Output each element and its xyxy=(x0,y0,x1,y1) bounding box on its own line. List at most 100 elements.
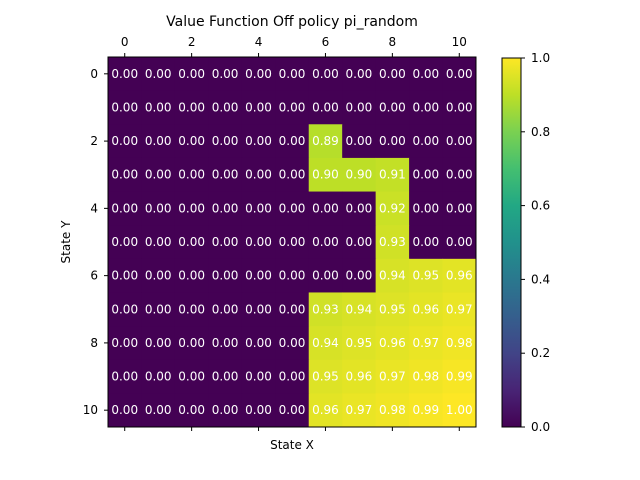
heatmap-cell xyxy=(241,57,276,92)
heatmap-cell xyxy=(342,292,377,327)
heatmap-cell xyxy=(108,90,142,125)
heatmap-cell xyxy=(174,191,209,226)
heatmap-cell xyxy=(208,191,243,226)
heatmap-cell xyxy=(241,191,276,226)
cell-value-label: 0.00 xyxy=(111,67,138,81)
cell-value-label: 0.00 xyxy=(111,302,138,316)
cell-value-label: 0.00 xyxy=(212,336,239,350)
heatmap-cell xyxy=(141,225,176,260)
heatmap-cell xyxy=(442,393,477,428)
heatmap-cell xyxy=(442,57,477,92)
x-axis-top-ticks: 0 2 4 6 8 10 xyxy=(121,35,467,57)
cell-value-label: 0.95 xyxy=(312,370,339,384)
cell-value-label: 0.96 xyxy=(412,302,439,316)
cell-value-label: 0.00 xyxy=(178,269,205,283)
heatmap-cell xyxy=(342,157,377,193)
heatmap-cell xyxy=(141,326,176,361)
cell-value-label: 0.96 xyxy=(446,269,473,283)
heatmap-cell xyxy=(241,393,276,428)
heatmap-cell xyxy=(208,225,243,260)
heatmap-cell xyxy=(241,124,276,159)
cell-value-label: 0.98 xyxy=(412,370,439,384)
heatmap-cell xyxy=(141,57,176,92)
plot-frame xyxy=(107,56,477,428)
heatmap-cell xyxy=(275,124,310,159)
y-tick-label: 6 xyxy=(90,269,98,283)
heatmap-cell xyxy=(409,292,444,327)
cell-value-label: 0.00 xyxy=(145,302,172,316)
heatmap-cell xyxy=(208,359,243,394)
heatmap-cell xyxy=(208,393,243,428)
cell-value-label: 0.97 xyxy=(446,302,473,316)
cell-value-label: 0.00 xyxy=(145,370,172,384)
cell-value-label: 0.00 xyxy=(178,168,205,182)
heatmap-cell xyxy=(342,393,377,428)
cell-value-label: 0.00 xyxy=(145,336,172,350)
y-axis-ticks: 0 2 4 6 8 10 xyxy=(83,67,108,417)
heatmap-cell xyxy=(108,191,142,226)
heatmap-cell xyxy=(108,292,142,327)
heatmap-cell xyxy=(342,258,377,293)
cell-value-label: 0.00 xyxy=(312,201,339,215)
cell-value-label: 0.00 xyxy=(346,100,373,114)
cell-value-label: 0.00 xyxy=(212,201,239,215)
cell-value-label: 0.00 xyxy=(346,67,373,81)
cell-value-label: 0.95 xyxy=(379,302,406,316)
cell-value-label: 0.94 xyxy=(346,302,373,316)
heatmap-cell xyxy=(174,292,209,327)
heatmap-cell xyxy=(174,57,209,92)
cell-value-label: 0.00 xyxy=(412,201,439,215)
cell-value-label: 0.00 xyxy=(178,134,205,148)
heatmap-cell xyxy=(409,225,444,260)
cell-value-label: 0.97 xyxy=(379,370,406,384)
y-axis-label: State Y xyxy=(59,220,73,264)
heatmap-cell xyxy=(375,225,410,260)
heatmap-cell xyxy=(241,157,276,193)
heatmap-cell xyxy=(409,124,444,159)
cell-value-label: 0.93 xyxy=(312,302,339,316)
heatmap-cell xyxy=(275,191,310,226)
cell-value-label: 0.00 xyxy=(412,67,439,81)
cell-value-label: 0.96 xyxy=(312,403,339,417)
cell-value-label: 0.99 xyxy=(446,370,473,384)
cell-value-label: 0.00 xyxy=(279,370,306,384)
heatmap-cell xyxy=(409,359,444,394)
cell-value-label: 0.00 xyxy=(279,67,306,81)
heatmap-cell xyxy=(108,225,142,260)
colorbar-tick-label: 0.2 xyxy=(531,346,550,360)
heatmap-cell xyxy=(308,225,343,260)
cell-value-label: 0.96 xyxy=(379,336,406,350)
cell-value-label: 0.00 xyxy=(145,201,172,215)
heatmap-cells xyxy=(108,57,477,428)
y-tick-label: 0 xyxy=(90,67,98,81)
cell-value-label: 0.00 xyxy=(145,403,172,417)
cell-value-label: 0.00 xyxy=(212,403,239,417)
x-axis-bottom-ticks xyxy=(124,427,460,431)
cell-value-label: 0.00 xyxy=(412,168,439,182)
cell-value-label: 0.00 xyxy=(178,235,205,249)
heatmap-cell xyxy=(409,258,444,293)
cell-value-label: 0.97 xyxy=(346,403,373,417)
cell-value-label: 0.00 xyxy=(279,269,306,283)
cell-value-label: 0.00 xyxy=(312,100,339,114)
cell-value-label: 0.00 xyxy=(145,67,172,81)
heatmap-cell xyxy=(174,359,209,394)
cell-value-label: 0.00 xyxy=(312,67,339,81)
cell-value-label: 0.93 xyxy=(379,235,406,249)
cell-value-label: 0.00 xyxy=(279,302,306,316)
cell-value-label: 0.00 xyxy=(111,235,138,249)
cell-value-label: 0.00 xyxy=(111,100,138,114)
cell-value-label: 0.00 xyxy=(178,302,205,316)
heatmap-cell xyxy=(342,57,377,92)
y-tick-label: 8 xyxy=(90,336,98,350)
x-tick-label: 0 xyxy=(121,35,129,49)
heatmap-cell xyxy=(241,90,276,125)
cell-value-label: 0.00 xyxy=(111,336,138,350)
colorbar: 0.0 0.2 0.4 0.6 0.8 1.0 xyxy=(501,51,550,434)
heatmap-cell xyxy=(409,393,444,428)
heatmap-cell xyxy=(409,90,444,125)
cell-value-label: 0.00 xyxy=(446,100,473,114)
heatmap-cell xyxy=(141,124,176,159)
heatmap-cell xyxy=(275,359,310,394)
cell-value-label: 0.00 xyxy=(111,134,138,148)
